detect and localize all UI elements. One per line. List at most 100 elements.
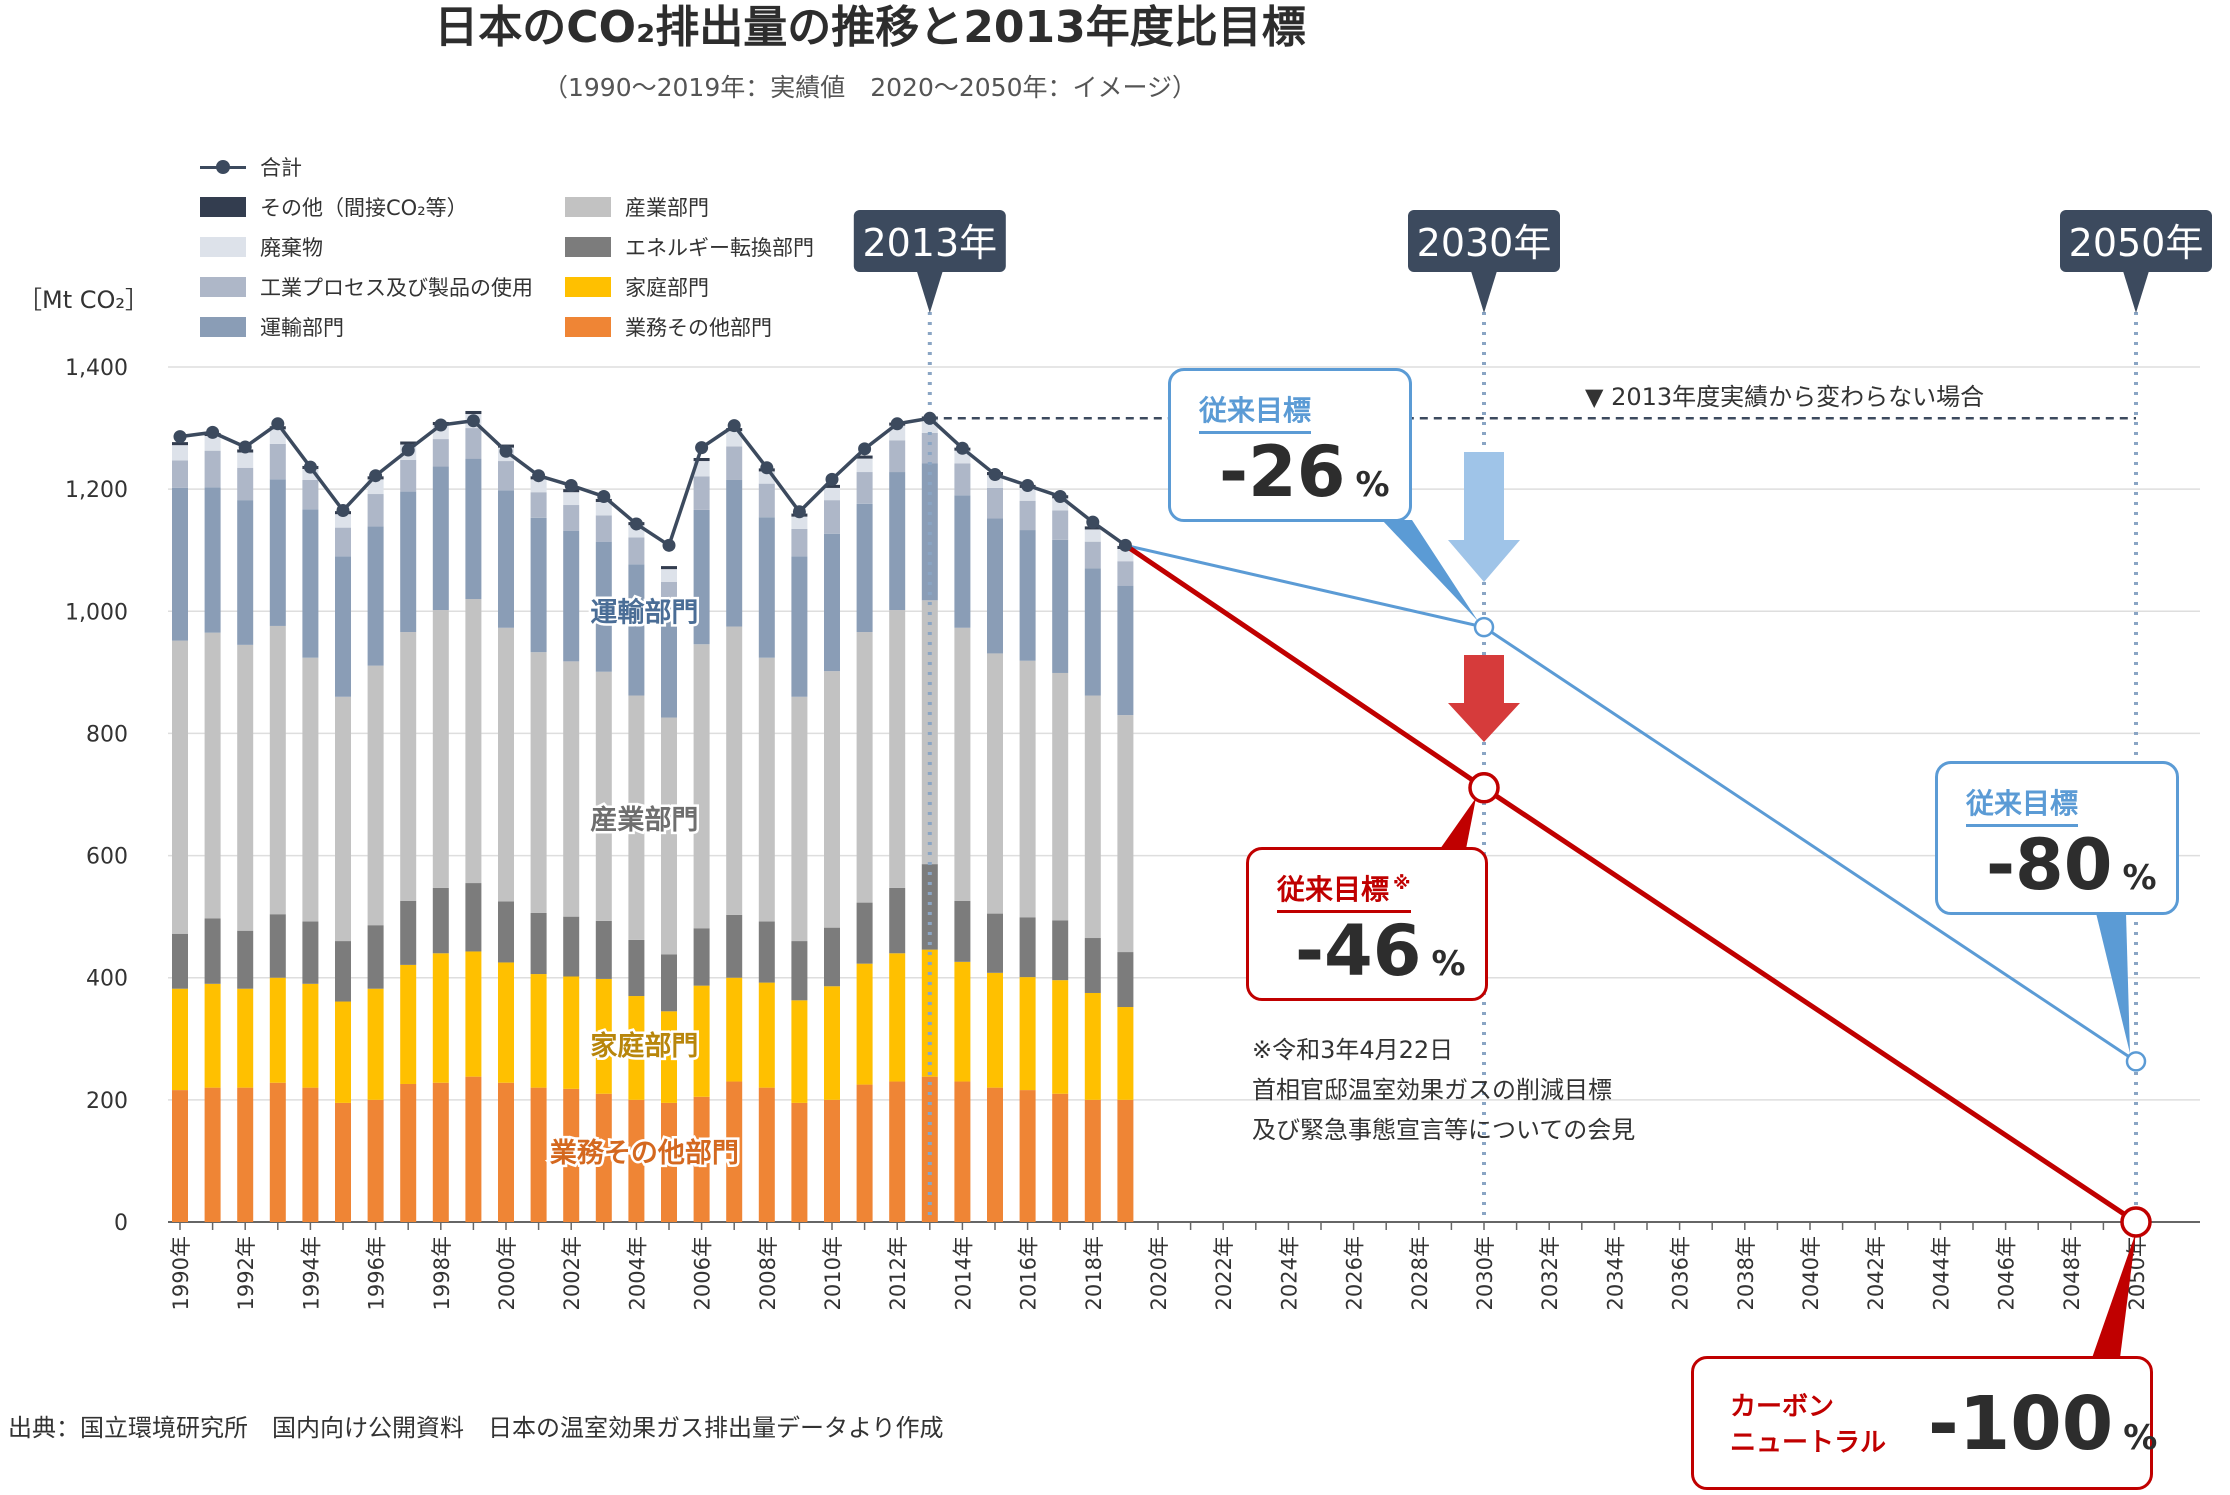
total-point: [271, 417, 285, 431]
callout-label: 従来目標: [1199, 389, 1312, 434]
legend-label: 家庭部門: [625, 276, 709, 300]
bar-business: [921, 1076, 938, 1222]
bar-transport: [432, 466, 449, 611]
callout-number: -100: [1928, 1381, 2114, 1467]
bar-energy: [335, 941, 351, 1002]
bar-industry: [889, 610, 906, 888]
bar-industry: [400, 632, 417, 901]
total-point: [890, 417, 904, 431]
bar-process: [1052, 510, 1069, 540]
note-line: 及び緊急事態宣言等についての会見: [1252, 1116, 1636, 1144]
x-tick-label: 2026年: [1343, 1236, 1367, 1310]
bar-waste: [530, 479, 547, 493]
x-tick-label: 2018年: [1082, 1236, 1106, 1310]
y-tick-label: 1,200: [65, 478, 128, 503]
bar-process: [400, 459, 417, 492]
bar-household: [237, 988, 254, 1088]
total-point: [173, 430, 187, 444]
sector-label-household: 家庭部門: [590, 1030, 698, 1062]
bar-process: [172, 460, 188, 488]
chart-subtitle: （1990〜2019年：実績値 2020〜2050年：イメージ）: [543, 73, 1197, 102]
bar-energy: [921, 864, 938, 950]
bar-business: [824, 1099, 840, 1222]
bar-waste: [269, 429, 286, 444]
year-marker-pointer: [916, 271, 943, 313]
bar-business: [1052, 1093, 1069, 1222]
bar-transport: [595, 541, 612, 672]
legend-label: 工業プロセス及び製品の使用: [260, 276, 533, 300]
bar-energy: [367, 925, 384, 989]
bar-energy: [172, 933, 188, 989]
bar-waste: [237, 452, 254, 468]
bar-transport: [693, 509, 710, 645]
bar-household: [465, 951, 482, 1077]
callout-new-2030: 従来目標 ※ -46%: [1246, 847, 1488, 1001]
bar-process: [889, 440, 906, 473]
target-point-new-2030: [1468, 772, 1500, 804]
bar-business: [400, 1083, 417, 1222]
bar-process: [726, 446, 743, 480]
x-tick-label: 2002年: [560, 1236, 584, 1310]
bar-transport: [367, 526, 384, 666]
callout-label: 従来目標: [1966, 782, 2079, 827]
bar-energy: [758, 921, 775, 983]
bar-household: [791, 1000, 808, 1103]
bar-business: [335, 1102, 351, 1222]
bar-industry: [693, 644, 710, 929]
legend-swatch: [200, 237, 246, 257]
bar-business: [237, 1087, 254, 1222]
bar-transport: [758, 517, 775, 658]
bar-business: [856, 1084, 873, 1222]
bar-household: [563, 976, 580, 1089]
bar-transport: [628, 564, 645, 696]
bar-energy: [465, 883, 482, 952]
bar-household: [954, 961, 971, 1082]
x-tick-label: 2048年: [2060, 1236, 2084, 1310]
callout-value: -26%: [1219, 431, 1390, 513]
bar-transport: [335, 556, 351, 697]
bar-household: [889, 953, 906, 1082]
bar-industry: [335, 696, 351, 942]
total-point: [727, 419, 741, 433]
bar-household: [758, 982, 775, 1088]
year-marker-badge: [2060, 210, 2212, 272]
bar-household: [856, 963, 873, 1085]
bar-household: [172, 988, 188, 1091]
bar-business: [726, 1081, 743, 1222]
bar-energy: [595, 920, 612, 979]
bar-process: [628, 537, 645, 565]
legend-waste: 廃棄物: [200, 232, 323, 262]
callout-value: -80%: [1986, 824, 2157, 906]
bar-business: [530, 1087, 547, 1222]
bar-business: [172, 1090, 188, 1222]
bar-industry: [987, 653, 1003, 914]
x-tick-label: 1994年: [299, 1236, 323, 1310]
bar-transport: [1117, 585, 1134, 716]
legend-label: 廃棄物: [260, 236, 323, 260]
callout-tail-carbon: [2092, 1232, 2136, 1358]
bar-energy: [628, 939, 645, 997]
x-tick-label: 2034年: [1603, 1236, 1627, 1310]
bar-household: [628, 996, 645, 1100]
arrow-down-new: [1448, 655, 1520, 742]
bar-other: [465, 410, 482, 415]
bar-energy: [530, 912, 547, 975]
note-line: 首相官邸温室効果ガスの削減目標: [1252, 1076, 1612, 1104]
bar-process: [432, 439, 449, 467]
legend-label: 産業部門: [625, 196, 709, 220]
bar-other: [400, 441, 417, 445]
x-tick-label: 2006年: [691, 1236, 715, 1310]
bar-energy: [563, 916, 580, 977]
bar-transport: [563, 530, 580, 662]
bar-energy: [726, 914, 743, 978]
legend-label: 合計: [260, 156, 302, 180]
bar-business: [889, 1081, 906, 1222]
bar-energy: [1052, 920, 1069, 981]
bar-household: [400, 964, 417, 1084]
bar-other: [661, 566, 677, 570]
bar-household: [1084, 992, 1101, 1100]
bar-process: [302, 479, 319, 510]
bar-household: [302, 983, 319, 1088]
arrow-down-old: [1448, 452, 1520, 582]
callout-label: カーボン ニュートラル: [1730, 1389, 1886, 1461]
